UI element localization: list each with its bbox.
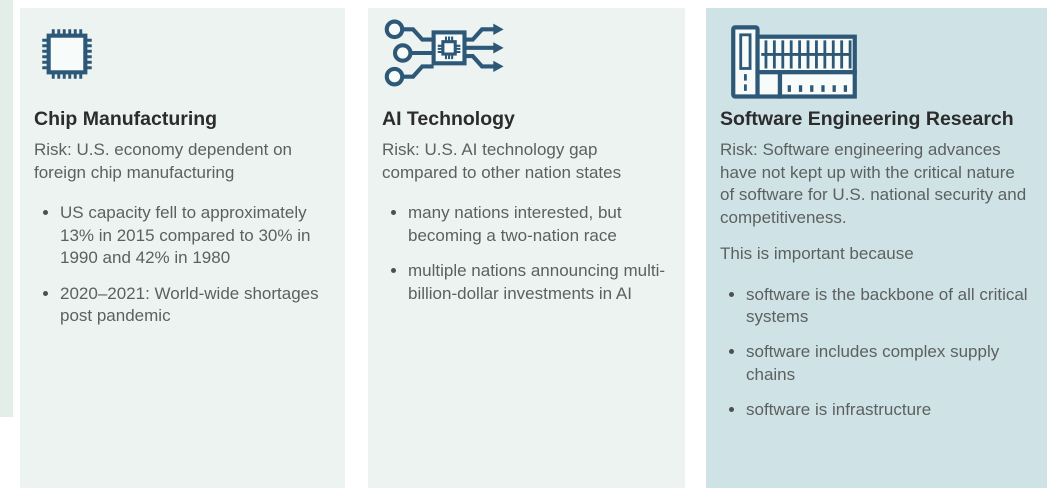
card-title: AI Technology (382, 108, 515, 130)
bullet-list: US capacity fell to approximately 13% in… (34, 202, 331, 327)
card-ai-technology: AI Technology Risk: U.S. AI technology g… (368, 8, 685, 488)
bullet-item: software is infrastructure (724, 399, 1033, 421)
bullet-item: software is the backbone of all critical… (724, 284, 1033, 329)
building-icon (720, 18, 868, 104)
card-software-engineering-research: Software Engineering Research Risk: Soft… (706, 8, 1047, 488)
card-title: Software Engineering Research (720, 108, 1014, 130)
card-risk-text: Risk: U.S. economy dependent on foreign … (34, 140, 292, 182)
chip-icon (34, 18, 100, 90)
bullet-list: many nations interested, but becoming a … (382, 202, 671, 305)
card-icon-row (720, 18, 1033, 108)
circuit-icon (382, 18, 512, 88)
bullet-item: many nations interested, but becoming a … (386, 202, 671, 247)
card-chip-manufacturing: Chip Manufacturing Risk: U.S. economy de… (20, 8, 345, 488)
bullet-item: software includes complex supply chains (724, 341, 1033, 386)
bullet-item: 2020–2021: World-wide shortages post pan… (38, 283, 331, 328)
card-risk-text: Risk: U.S. AI technology gap compared to… (382, 140, 622, 182)
bullet-item: multiple nations announcing multi-billio… (386, 260, 671, 305)
bullet-item: US capacity fell to approximately 13% in… (38, 202, 331, 269)
card-risk-text: Risk: Software engineering advances have… (720, 140, 1027, 227)
card-intro-text: This is important because (720, 244, 914, 264)
card-title: Chip Manufacturing (34, 108, 218, 130)
card-icon-row (34, 18, 331, 108)
card-icon-row (382, 18, 671, 108)
page-background-strip (0, 0, 13, 417)
bullet-list: software is the backbone of all critical… (720, 284, 1033, 422)
